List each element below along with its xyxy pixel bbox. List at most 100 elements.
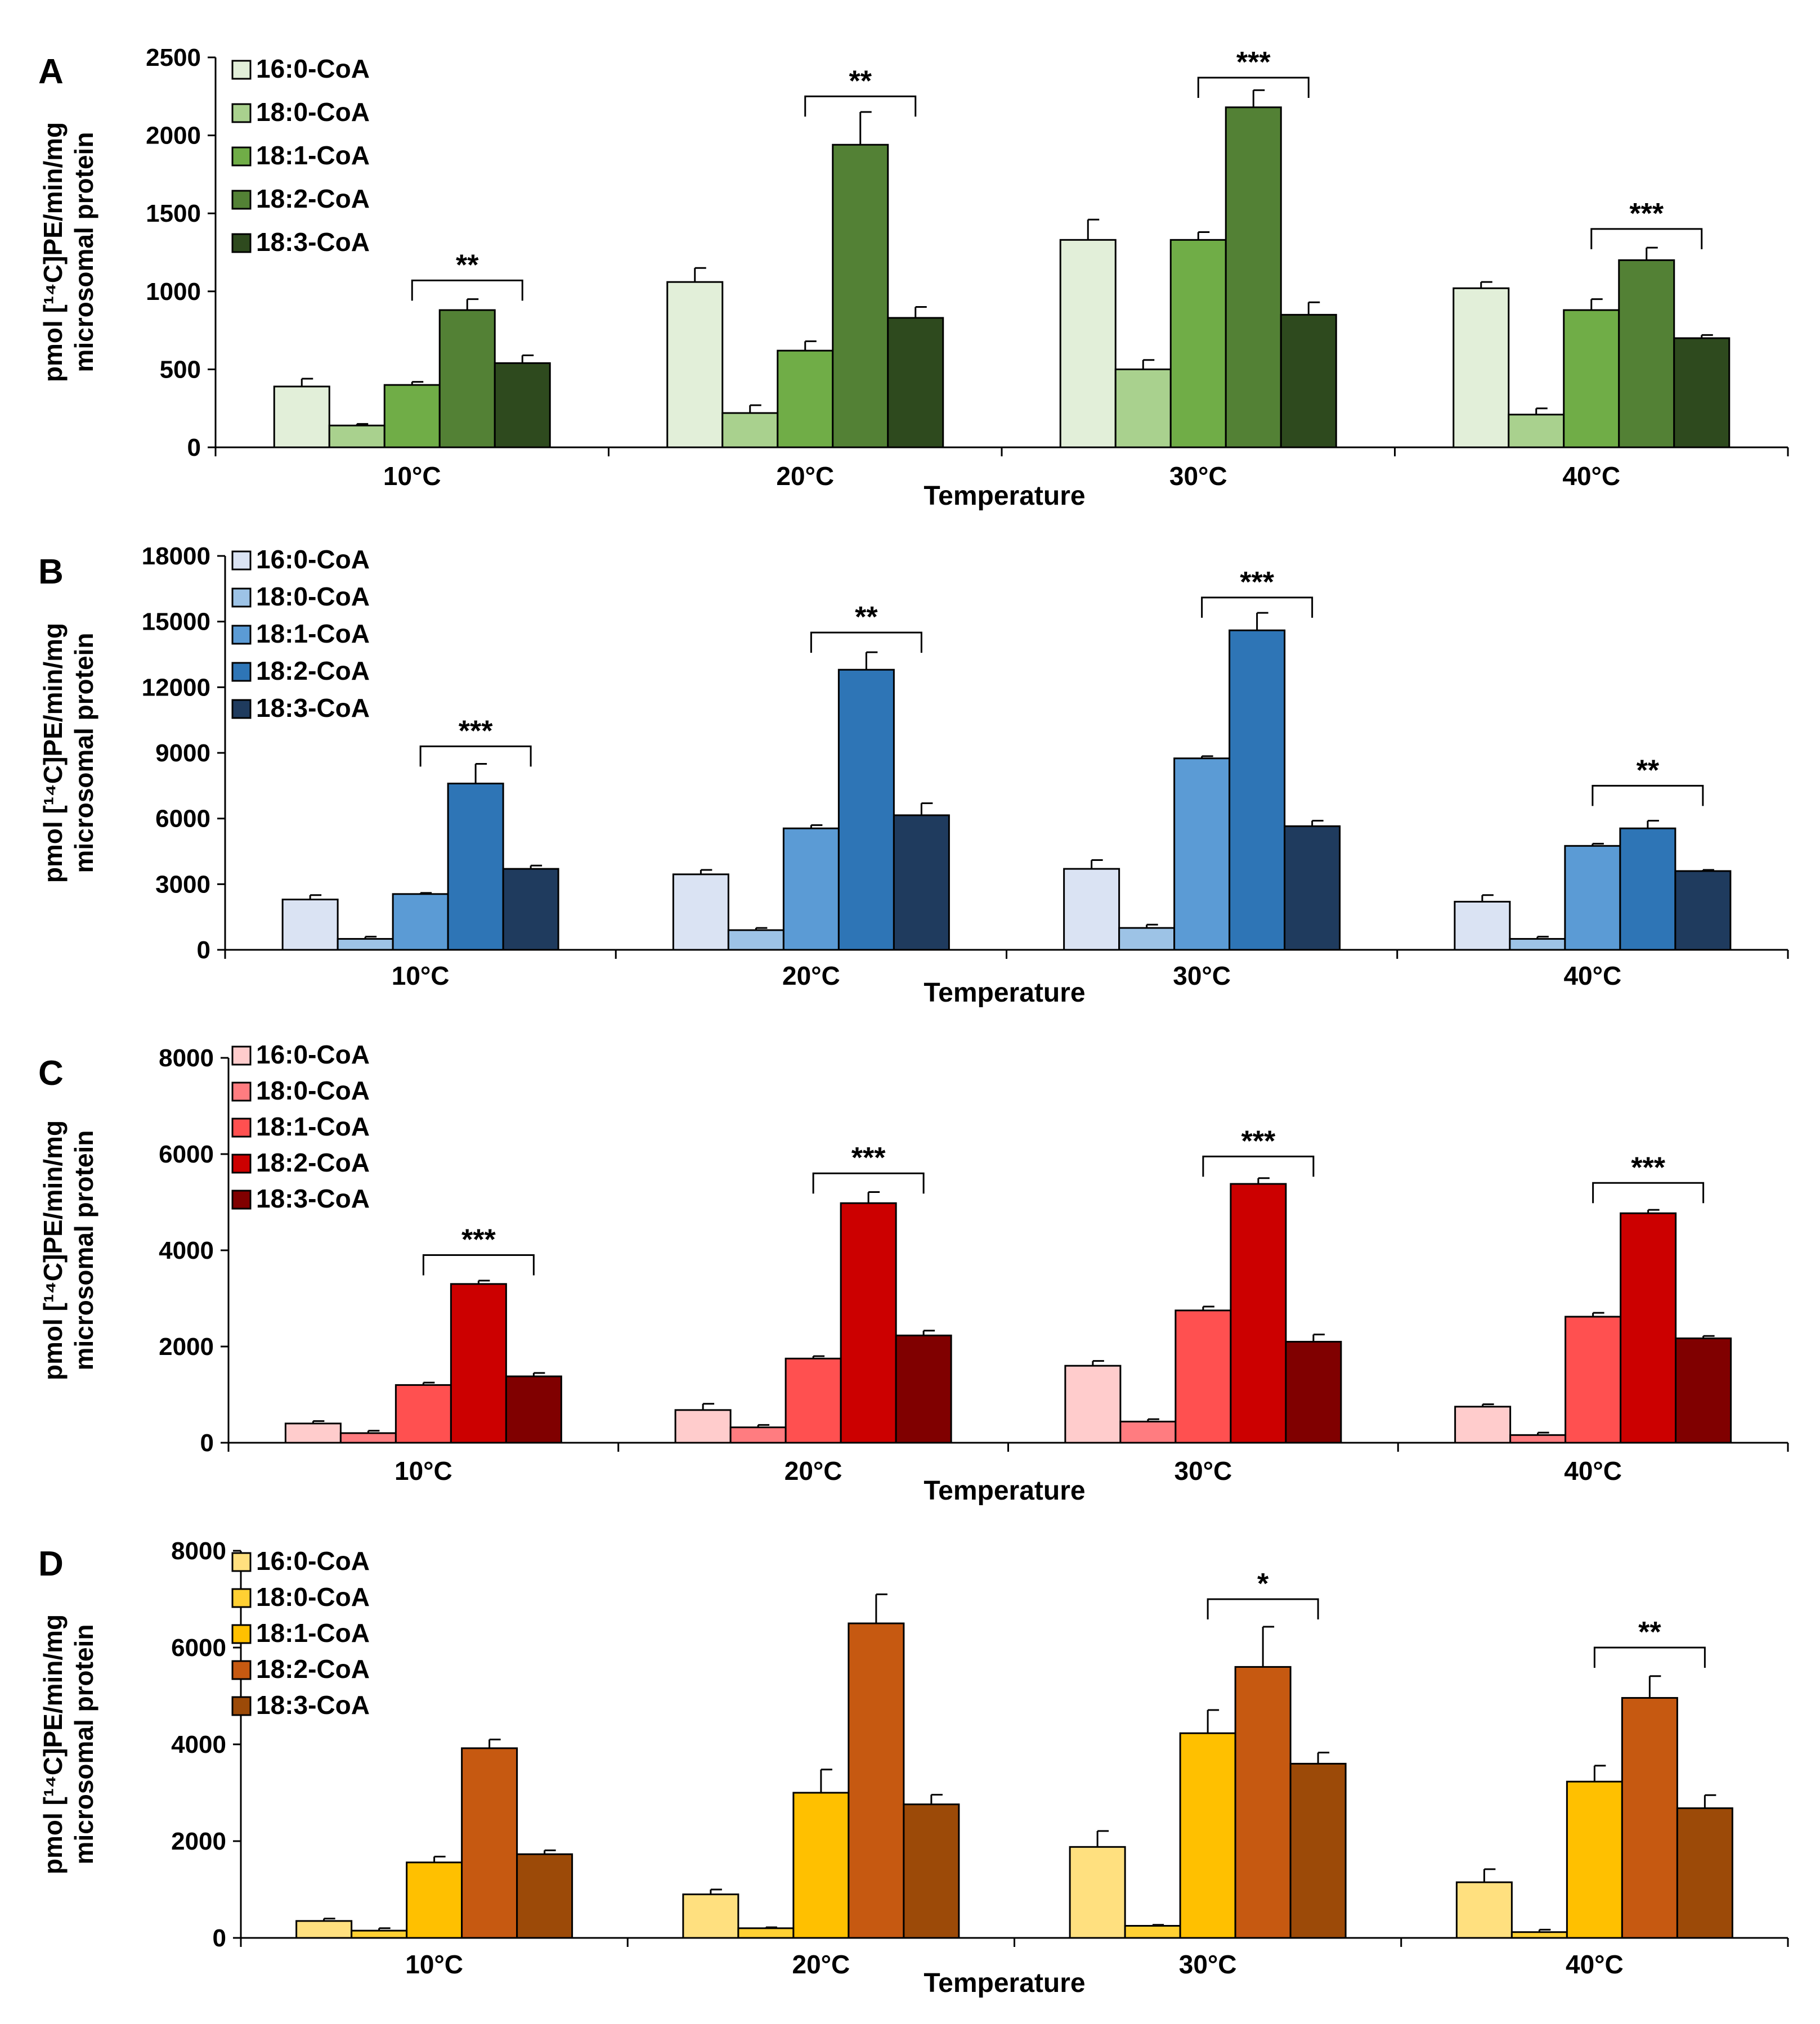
bar-18-0-coa <box>1508 414 1565 448</box>
significance-bracket <box>804 95 917 117</box>
legend-swatch <box>231 1045 252 1066</box>
bar-18-0-coa <box>1124 1925 1181 1939</box>
significance-bracket <box>1207 1598 1319 1619</box>
x-category-label: 10°C <box>392 961 450 990</box>
legend-swatch <box>231 1154 252 1174</box>
significance-bracket <box>411 279 523 301</box>
x-category-label: 30°C <box>1179 1950 1237 1979</box>
x-category-label: 10°C <box>383 461 441 491</box>
legend-swatch <box>231 103 252 123</box>
bar-18-0-coa <box>1119 1420 1177 1444</box>
x-category-label: 40°C <box>1562 461 1620 491</box>
legend: 16:0-CoA 18:0-CoA 18:1-CoA 18:2-CoA 18:3-CoA <box>231 1040 370 1213</box>
bar-18-1-coa <box>785 1357 842 1444</box>
bar-18-3-coa <box>1280 313 1337 448</box>
bar-18-2-coa <box>1225 106 1282 448</box>
legend-swatch <box>231 699 252 719</box>
bar-18-0-coa <box>729 1426 787 1444</box>
bar-16-0-coa <box>1069 1846 1126 1939</box>
bar-18-3-coa <box>1285 1340 1342 1444</box>
significance-bracket <box>812 1172 925 1194</box>
bar-18-3-coa <box>1673 337 1731 448</box>
bar-18-0-coa <box>328 424 385 448</box>
x-category-label: 20°C <box>776 461 834 491</box>
significance-bracket <box>1201 596 1314 618</box>
panel-letter: C <box>38 1054 64 1093</box>
significance-bracket <box>1592 784 1704 806</box>
x-category-label: 10°C <box>395 1456 452 1486</box>
bar-18-2-coa <box>840 1202 897 1444</box>
bar-18-1-coa <box>1175 1309 1232 1444</box>
y-tick-label: 12000 <box>142 674 210 701</box>
significance-stars: *** <box>459 715 493 747</box>
bar-18-3-coa <box>502 868 559 951</box>
legend-swatch <box>231 1660 252 1680</box>
bar-18-1-coa <box>406 1861 463 1939</box>
bar-18-1-coa <box>1169 239 1227 448</box>
bar-18-1-coa <box>777 349 834 448</box>
bar-18-1-coa <box>1566 1780 1623 1939</box>
bar-16-0-coa <box>674 1409 732 1444</box>
bar-18-3-coa <box>1676 1807 1733 1939</box>
legend-label: 16:0-CoA <box>256 54 370 83</box>
y-tick-label: 8000 <box>159 1044 214 1072</box>
bar-18-2-coa <box>450 1283 507 1444</box>
bar-16-0-coa <box>1453 287 1510 448</box>
bar-18-0-coa <box>1118 927 1176 951</box>
significance-bracket <box>422 1254 535 1276</box>
bar-18-3-coa <box>887 317 944 448</box>
bar-18-0-coa <box>721 412 779 448</box>
bar-18-1-coa <box>1564 845 1621 951</box>
y-tick-label: 1500 <box>146 200 201 227</box>
x-category-label: 30°C <box>1174 1456 1232 1486</box>
y-tick-label: 2000 <box>171 1828 226 1855</box>
bar-16-0-coa <box>666 281 724 448</box>
legend-label: 18:2-CoA <box>256 1148 370 1177</box>
significance-bracket <box>1590 228 1703 249</box>
bar-18-3-coa <box>1674 870 1732 951</box>
legend-label: 16:0-CoA <box>256 1546 370 1576</box>
legend-label: 18:3-CoA <box>256 1184 370 1213</box>
bar-16-0-coa <box>1454 900 1511 951</box>
legend-swatch <box>231 1552 252 1572</box>
y-tick-label: 8000 <box>171 1537 226 1565</box>
x-category-label: 20°C <box>782 961 840 990</box>
significance-stars: *** <box>1631 1151 1665 1184</box>
y-tick-label: 4000 <box>171 1731 226 1758</box>
significance-stars: * <box>1257 1568 1269 1600</box>
significance-stars: *** <box>1629 198 1664 230</box>
legend-swatch <box>231 1588 252 1608</box>
legend-label: 18:1-CoA <box>256 141 370 170</box>
legend-label: 18:0-CoA <box>256 1582 370 1612</box>
significance-stars: *** <box>461 1224 496 1256</box>
legend: 16:0-CoA 18:0-CoA 18:1-CoA 18:2-CoA 18:3-CoA <box>231 545 370 722</box>
y-tick-label: 6000 <box>171 1634 226 1662</box>
significance-stars: *** <box>1241 1125 1276 1157</box>
bar-18-2-coa <box>1618 259 1675 448</box>
y-axis-label-line1: pmol [¹⁴C]PE/min/mg <box>38 122 68 382</box>
legend-swatch <box>231 1118 252 1138</box>
bar-18-2-coa <box>832 143 889 448</box>
bar-16-0-coa <box>273 385 330 448</box>
significance-stars: ** <box>456 249 479 281</box>
bar-18-2-coa <box>1619 827 1676 951</box>
panel-letter: B <box>38 553 64 591</box>
legend-label: 18:0-CoA <box>256 582 370 611</box>
bar-18-1-coa <box>782 827 840 951</box>
bar-16-0-coa <box>284 1422 342 1444</box>
legend-label: 18:1-CoA <box>256 1112 370 1141</box>
bar-18-2-coa <box>1230 1183 1287 1444</box>
bar-16-0-coa <box>1455 1881 1513 1939</box>
legend-label: 18:3-CoA <box>256 693 370 722</box>
significance-stars: ** <box>1638 1616 1661 1649</box>
bar-16-0-coa <box>1454 1406 1512 1444</box>
y-axis-label-line1: pmol [¹⁴C]PE/min/mg <box>38 623 68 883</box>
y-axis-label-line2: microsomal protein <box>69 132 98 373</box>
panel-letter: A <box>38 52 64 91</box>
bar-18-1-coa <box>383 384 441 448</box>
y-tick-label: 2000 <box>159 1333 214 1361</box>
bar-18-1-coa <box>792 1792 850 1939</box>
y-tick-label: 4000 <box>159 1237 214 1264</box>
